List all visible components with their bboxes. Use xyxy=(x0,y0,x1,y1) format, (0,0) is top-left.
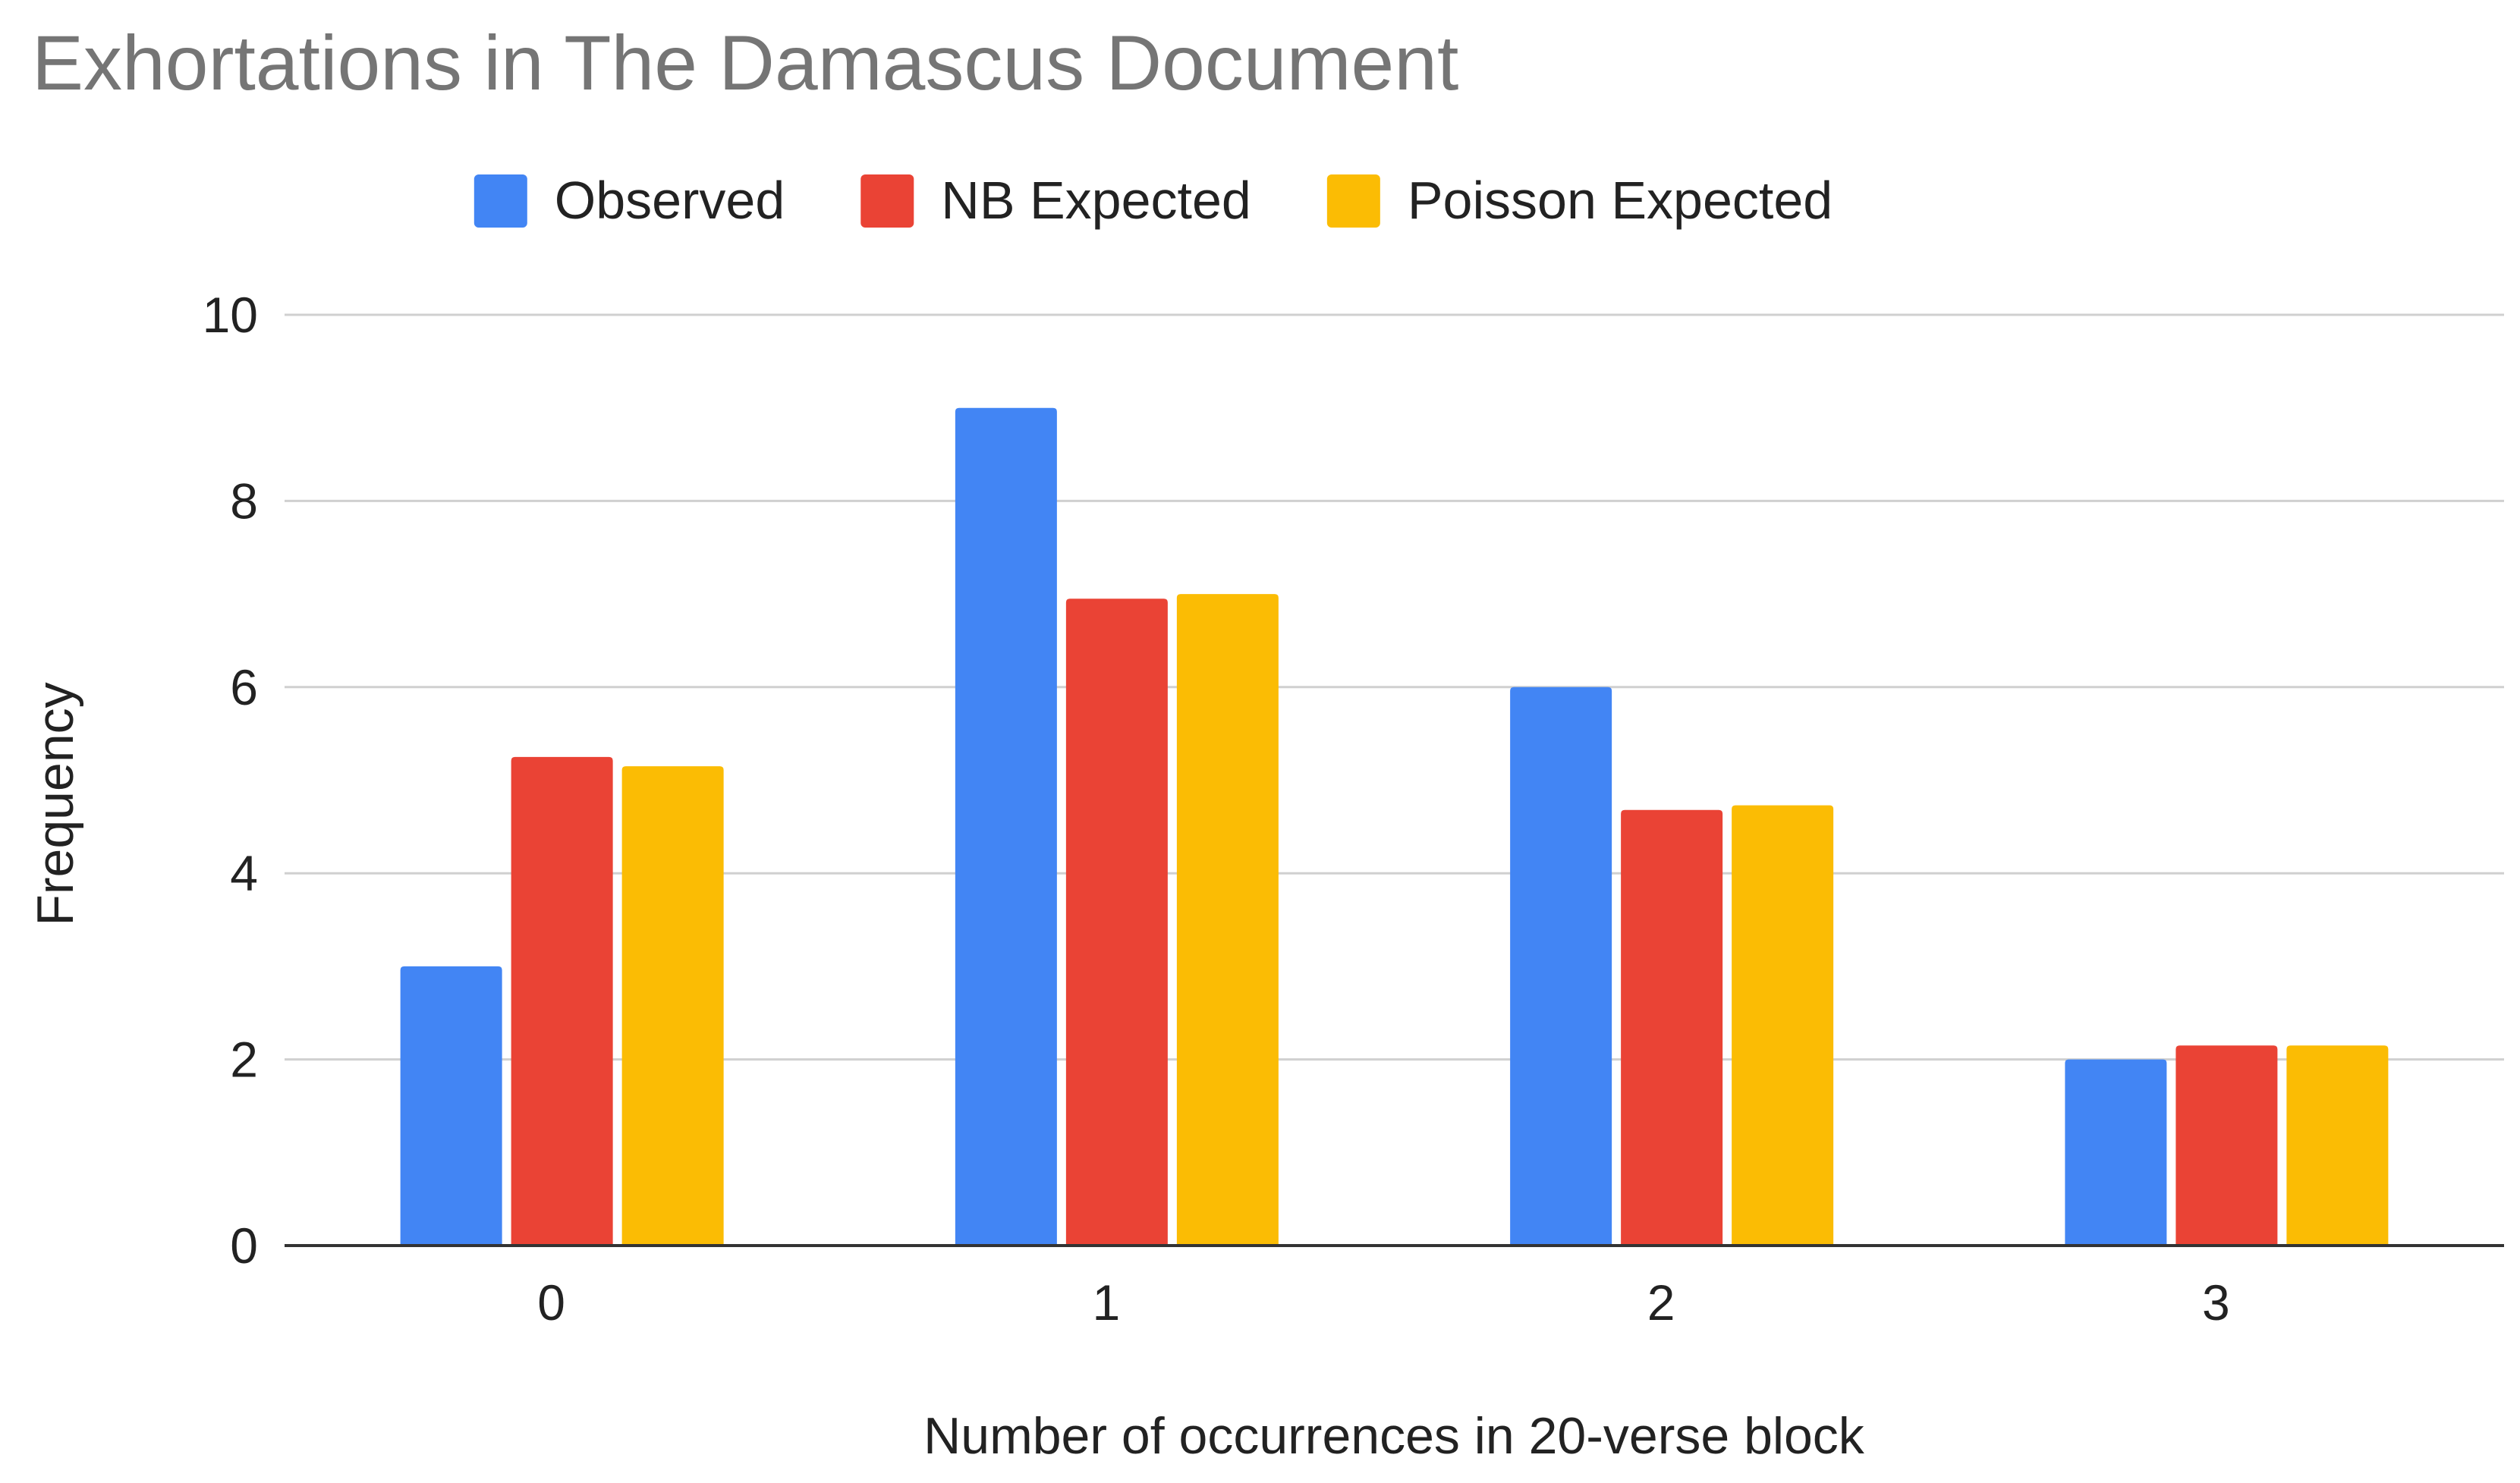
gridlines xyxy=(285,313,2504,1061)
legend-label-observed: Observed xyxy=(555,171,785,230)
x-axis-title: Number of occurrences in 20-verse block xyxy=(923,1407,1865,1465)
x-tick-label: 1 xyxy=(1093,1274,1121,1331)
bar-nb-expected-1 xyxy=(1065,599,1168,1246)
legend-label-poisson-expected: Poisson Expected xyxy=(1408,171,1833,230)
x-tick-label: 2 xyxy=(1647,1274,1675,1331)
legend: Observed NB Expected Poisson Expected xyxy=(473,171,1833,230)
bar-poisson-expected-0 xyxy=(621,766,724,1246)
bar-poisson-expected-1 xyxy=(1176,594,1279,1246)
legend-swatch-nb-expected xyxy=(860,174,914,228)
y-tick-label: 8 xyxy=(230,473,258,529)
x-tick-label: 0 xyxy=(537,1274,565,1331)
bar-poisson-expected-3 xyxy=(2286,1045,2389,1246)
x-tick-label: 3 xyxy=(2202,1274,2230,1331)
y-axis-title: Frequency xyxy=(27,682,84,925)
x-axis-ticks: 0 1 2 3 xyxy=(537,1274,2229,1331)
bar-nb-expected-0 xyxy=(511,756,613,1246)
y-tick-label: 6 xyxy=(230,659,258,715)
bar-nb-expected-2 xyxy=(1621,809,1723,1246)
bars xyxy=(400,407,2389,1246)
y-axis-ticks: 0 2 4 6 8 10 xyxy=(203,287,258,1274)
y-tick-label: 4 xyxy=(230,845,258,901)
legend-swatch-poisson-expected xyxy=(1326,174,1380,228)
legend-swatch-observed xyxy=(473,174,527,228)
y-tick-label: 2 xyxy=(230,1032,258,1088)
bar-observed-2 xyxy=(1510,687,1612,1246)
bar-poisson-expected-2 xyxy=(1732,805,1834,1246)
bar-observed-1 xyxy=(955,407,1057,1246)
bar-observed-0 xyxy=(400,966,502,1246)
y-tick-label: 0 xyxy=(230,1218,258,1274)
bar-observed-3 xyxy=(2065,1059,2167,1246)
bar-nb-expected-3 xyxy=(2176,1045,2278,1246)
legend-label-nb-expected: NB Expected xyxy=(941,171,1251,230)
y-tick-label: 10 xyxy=(203,287,258,343)
chart-title: Exhortations in The Damascus Document xyxy=(32,20,1458,106)
